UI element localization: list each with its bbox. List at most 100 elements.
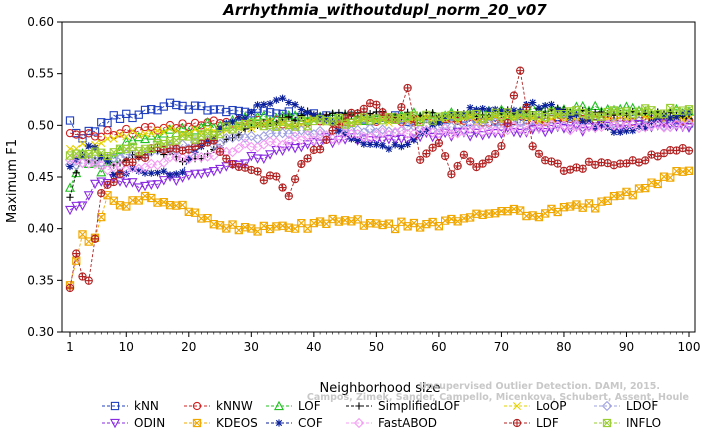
data-point-LDF-58 [422,149,431,158]
data-point-COF-84 [585,117,593,125]
data-point-COF-16 [160,167,168,175]
data-point-FastABOD-91 [627,119,638,130]
data-point-FastABOD-6 [96,160,107,171]
data-point-COF-14 [147,169,155,177]
data-point-COF-95 [654,115,662,123]
data-point-COF-36 [285,98,293,107]
legend-marker-LDF [512,418,522,428]
data-point-ODIN-37 [290,144,301,154]
legend-marker-kNN [110,401,120,411]
data-point-ODIN-99 [677,122,688,133]
data-point-LOF-1 [64,182,76,192]
legend-marker-FastABOD [353,417,365,429]
data-point-ODIN-18 [171,176,182,187]
legend-label-COF: COF [298,416,323,430]
data-point-LDF-54 [397,103,406,112]
y-tick-label: 0.40 [27,222,54,236]
data-point-FastABOD-19 [177,152,188,163]
legend-item-kNNW: kNNW [184,399,253,413]
data-point-COF-57 [416,129,424,137]
data-point-ODIN-72 [508,127,519,138]
data-point-kNNW-10 [122,124,131,134]
data-point-LDOF-60 [433,122,445,133]
x-axis-label: Neighborhood size [320,381,441,396]
data-point-FastABOD-74 [521,125,532,136]
data-point-LOF-59 [427,109,438,119]
data-point-FastABOD-60 [433,128,445,139]
data-point-COF-38 [297,105,305,114]
data-point-FastABOD-73 [515,123,526,134]
data-point-FastABOD-28 [233,143,244,154]
data-point-ODIN-7 [102,178,113,189]
data-point-LDOF-36 [283,128,295,140]
data-point-LDF-9 [115,169,125,178]
data-point-LDF-38 [297,159,306,169]
plot-frame [61,21,696,333]
data-point-FastABOD-81 [565,125,576,136]
data-point-LDF-36 [284,191,293,201]
legend-label-LDF: LDF [536,416,559,430]
legend-item-COF: COF [266,416,323,430]
data-point-FastABOD-71 [502,124,513,136]
data-point-LDOF-65 [464,118,476,129]
data-point-ODIN-28 [233,160,244,171]
data-point-LDF-57 [415,155,425,165]
data-point-COF-30 [247,108,255,116]
data-point-LOF-6 [96,166,107,177]
data-point-SimplifiedLOF-26 [222,135,230,143]
data-point-LDF-65 [466,157,475,166]
data-point-FastABOD-98 [671,119,682,130]
data-point-kNN-1 [65,116,75,125]
x-tick-label: 40 [306,340,321,354]
data-point-LDF-35 [278,183,287,192]
data-point-INFLO-100 [684,105,694,114]
data-point-COF-96 [660,112,668,120]
data-point-FastABOD-40 [308,135,320,146]
data-point-LDF-4 [84,276,93,285]
data-point-LDF-76 [534,149,544,158]
data-point-kNN-13 [140,105,150,115]
data-point-KDEOS-6 [97,212,106,222]
x-tick-label: 90 [619,340,634,354]
data-point-LDF-1 [65,283,75,293]
data-point-LoOP-15 [153,126,162,135]
data-point-LDF-70 [497,141,506,151]
data-point-kNN-27 [228,105,237,115]
data-point-ODIN-56 [408,134,419,144]
data-point-LDOF-28 [233,131,244,142]
data-point-FastABOD-16 [158,157,169,168]
data-point-KDEOS-95 [653,179,662,189]
data-point-FastABOD-59 [427,127,438,138]
data-point-FastABOD-13 [139,162,151,173]
data-point-LDF-75 [528,142,537,151]
data-point-LDOF-9 [114,153,126,164]
data-point-FastABOD-94 [646,120,657,131]
legend-label-kNN: kNN [134,399,159,413]
data-point-kNN-12 [134,110,143,119]
data-point-FastABOD-84 [583,121,595,132]
data-point-LDF-41 [315,145,325,154]
data-point-COF-99 [679,109,687,117]
data-point-COF-77 [541,102,549,110]
legend-item-FastABOD: FastABOD [346,416,437,430]
data-point-FastABOD-32 [258,139,270,150]
data-point-LDOF-47 [352,124,363,136]
data-point-kNN-22 [197,101,206,111]
data-point-FastABOD-48 [358,131,370,142]
data-point-LDF-43 [328,126,337,135]
data-point-ODIN-25 [215,164,226,175]
series-KDEOS [65,166,694,290]
data-point-ODIN-67 [477,131,488,141]
data-point-LoOP-16 [159,128,168,137]
data-point-FastABOD-95 [652,119,663,130]
data-point-FastABOD-38 [296,134,307,146]
data-point-COF-34 [272,96,280,104]
data-point-LDOF-30 [246,130,257,142]
legend-item-LoOP: LoOP [504,399,567,413]
data-point-FastABOD-14 [146,158,157,170]
data-point-LDF-62 [447,170,456,179]
data-point-ODIN-4 [83,191,94,201]
data-point-kNN-34 [272,109,281,118]
data-point-ODIN-29 [240,159,251,169]
y-tick-label: 0.60 [27,15,54,29]
